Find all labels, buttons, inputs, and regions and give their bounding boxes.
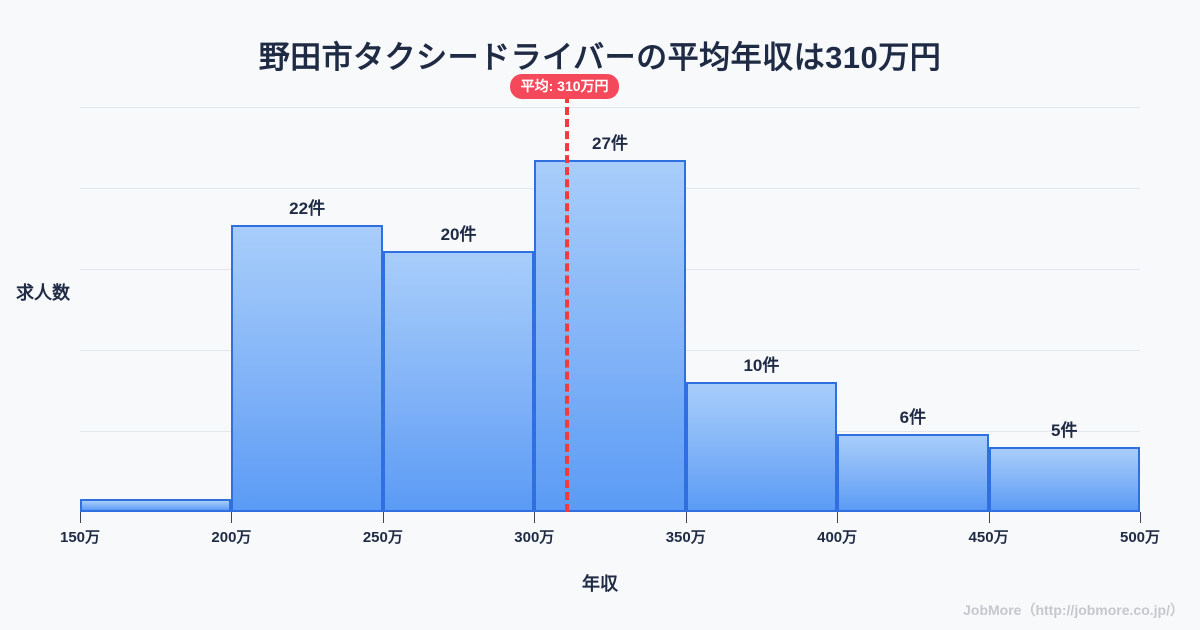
mean-line <box>564 95 569 512</box>
x-axis-tick <box>837 512 839 523</box>
bar[interactable] <box>80 498 232 512</box>
x-axis-tick-label: 300万 <box>514 529 555 546</box>
bar[interactable] <box>988 446 1140 512</box>
x-axis-tick <box>534 512 536 523</box>
x-axis-tick <box>80 512 81 523</box>
x-axis-tick-label: 250万 <box>362 529 403 546</box>
bar-value-label: 27件 <box>592 134 628 154</box>
x-axis-tick-label: 400万 <box>817 529 858 546</box>
x-axis-tick-label: 150万 <box>59 529 101 546</box>
y-axis-label: 求人数 <box>16 283 70 303</box>
bar[interactable] <box>382 251 535 512</box>
x-axis-tick <box>382 512 384 523</box>
bar[interactable] <box>231 225 383 512</box>
bar-value-label: 5件 <box>1051 420 1078 440</box>
page-title: 野田市タクシードライバーの平均年収は310万円 <box>258 40 942 75</box>
x-axis-tick <box>1140 512 1141 523</box>
bar-value-label: 20件 <box>440 225 477 245</box>
x-axis-tick-label: 500万 <box>1119 529 1161 546</box>
bar[interactable] <box>837 433 989 512</box>
x-axis-tick <box>685 512 687 523</box>
bar-value-label: 10件 <box>743 355 780 375</box>
plot-area: 22件 20件 27件 10件 6件 5件 平均: 310万円 <box>80 74 1140 512</box>
bar[interactable] <box>685 381 838 512</box>
x-axis-tick-label: 450万 <box>968 529 1009 546</box>
bar[interactable] <box>534 160 686 512</box>
x-axis-tick <box>988 512 990 523</box>
x-axis-label: 年収 <box>582 574 618 594</box>
bar-value-label: 6件 <box>899 407 927 427</box>
x-axis-tick-label: 200万 <box>211 529 252 546</box>
x-axis-tick <box>231 512 233 523</box>
watermark: JobMore（http://jobmore.co.jp/） <box>963 602 1184 618</box>
x-axis-tick-label: 350万 <box>665 529 706 546</box>
gridline <box>80 107 1140 109</box>
bar-value-label: 22件 <box>289 199 326 219</box>
mean-badge: 平均: 310万円 <box>509 74 620 100</box>
